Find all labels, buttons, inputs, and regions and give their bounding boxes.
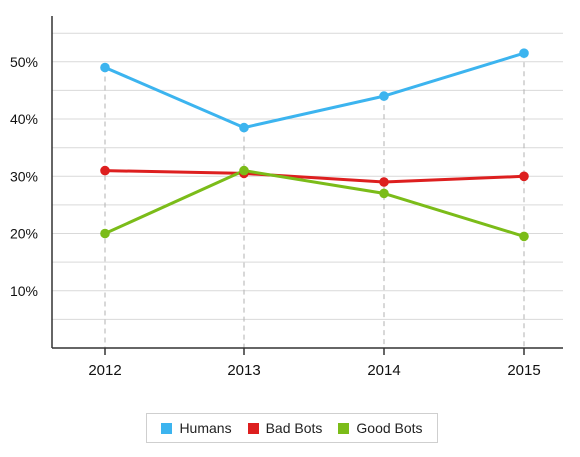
data-point-good-bots-2014[interactable]: [379, 188, 389, 199]
data-point-bad-bots-2015[interactable]: [519, 171, 529, 182]
data-point-good-bots-2013[interactable]: [239, 165, 249, 176]
data-point-humans-2012[interactable]: [100, 62, 110, 73]
legend-swatch-good-bots: [338, 422, 350, 434]
data-point-humans-2014[interactable]: [379, 91, 389, 101]
data-point-good-bots-2012[interactable]: [100, 228, 110, 239]
legend-label-good-bots: Good Bots: [356, 420, 423, 436]
data-point-good-bots-2015[interactable]: [519, 231, 529, 242]
legend-label-humans: Humans: [179, 420, 232, 436]
series-points: [100, 48, 529, 242]
y-tick-label-40: 40%: [10, 111, 38, 127]
legend-label-bad-bots: Bad Bots: [265, 420, 323, 436]
x-tick-label-2012: 2012: [88, 362, 121, 379]
x-tick-label-2015: 2015: [507, 362, 540, 379]
legend-item-bad-bots[interactable]: Bad Bots: [247, 420, 323, 436]
y-tick-label-20: 20%: [10, 226, 38, 242]
y-tick-label-30: 30%: [10, 168, 38, 184]
legend-item-good-bots[interactable]: Good Bots: [338, 420, 423, 436]
x-tick-label-2013: 2013: [227, 362, 260, 379]
data-point-humans-2013[interactable]: [239, 122, 249, 133]
series-line-humans: [103, 51, 526, 130]
y-tick-label-10: 10%: [10, 283, 38, 299]
axis-labels: 10% 20% 30% 40% 50% 2012 2013 2014 2015: [10, 54, 541, 379]
data-point-bad-bots-2012[interactable]: [100, 165, 110, 176]
chart-legend: Humans Bad Bots Good Bots: [146, 413, 438, 443]
axis-layer: [51, 16, 563, 355]
y-tick-label-50: 50%: [10, 54, 38, 70]
grid-layer: [52, 32, 563, 348]
series-line-bad-bots: [103, 169, 526, 184]
legend-item-humans[interactable]: Humans: [161, 420, 232, 436]
legend-swatch-bad-bots: [247, 422, 259, 434]
x-tick-label-2014: 2014: [367, 362, 400, 379]
series-lines: [103, 51, 526, 238]
data-point-bad-bots-2014[interactable]: [379, 177, 389, 187]
data-point-humans-2015[interactable]: [519, 48, 529, 59]
legend-swatch-humans: [161, 422, 173, 434]
series-line-good-bots: [103, 169, 526, 238]
